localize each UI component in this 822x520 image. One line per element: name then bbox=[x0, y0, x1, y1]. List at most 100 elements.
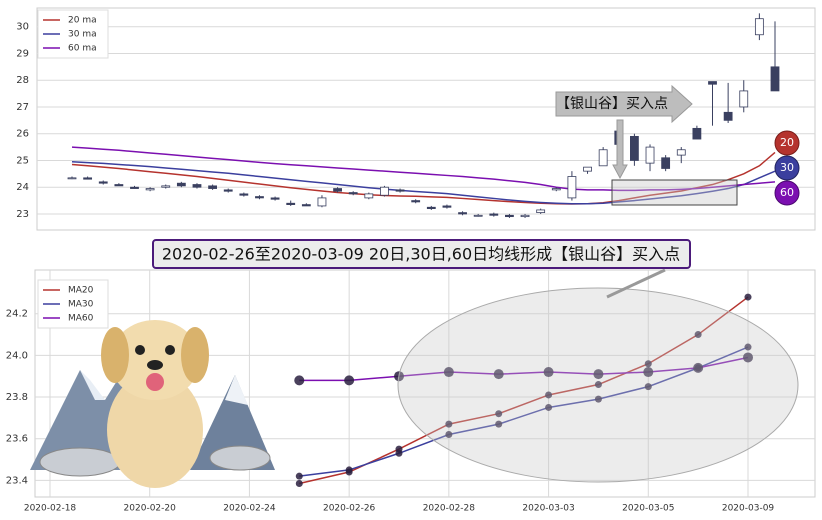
data-point bbox=[545, 403, 553, 411]
data-point bbox=[644, 383, 652, 391]
candle-body bbox=[364, 193, 374, 199]
candle-body bbox=[520, 214, 530, 218]
plot-area-top bbox=[36, 7, 816, 231]
highlight-box bbox=[611, 179, 738, 206]
candle-body bbox=[161, 185, 171, 188]
candle-body bbox=[317, 197, 327, 207]
y-tick-label: 30 bbox=[16, 22, 29, 33]
x-tick-label: 2020-03-05 bbox=[622, 504, 674, 514]
y-tick-label: 28 bbox=[16, 75, 29, 86]
data-point bbox=[543, 367, 554, 378]
badge bbox=[774, 180, 800, 206]
candle-body bbox=[598, 149, 608, 167]
candle-body bbox=[192, 184, 202, 188]
candle-body bbox=[114, 184, 124, 187]
data-point bbox=[593, 369, 604, 380]
down-arrow bbox=[612, 119, 628, 180]
data-point bbox=[594, 381, 602, 389]
candle-body bbox=[426, 206, 436, 210]
legend-label: MA30 bbox=[68, 300, 94, 310]
data-point bbox=[294, 375, 305, 386]
chart-title: 2020-02-26至2020-03-09 20日,30日,60日均线形成【银山… bbox=[162, 245, 680, 264]
y-tick-label: 27 bbox=[16, 102, 29, 113]
data-point bbox=[295, 479, 303, 487]
data-point bbox=[445, 431, 453, 439]
annotation-text: 【银山谷】买入点 bbox=[556, 96, 668, 112]
candle-body bbox=[83, 177, 93, 180]
banner bbox=[152, 239, 691, 269]
candle-body bbox=[395, 189, 405, 192]
legend-label: 60 ma bbox=[68, 44, 97, 54]
data-point bbox=[495, 410, 503, 418]
candle-body bbox=[208, 185, 218, 189]
candle-body bbox=[567, 176, 577, 199]
data-point bbox=[495, 420, 503, 428]
candle-body bbox=[348, 192, 358, 195]
candle-body bbox=[536, 209, 546, 214]
candle-body bbox=[223, 189, 233, 192]
candle-body bbox=[489, 213, 499, 216]
candle-body bbox=[551, 188, 561, 191]
candle-body bbox=[630, 135, 639, 161]
candle-body bbox=[708, 81, 717, 85]
data-point bbox=[344, 375, 355, 386]
candle-body bbox=[583, 166, 592, 172]
ma-line bbox=[299, 346, 749, 477]
annotation-arrow-box bbox=[555, 84, 693, 124]
y-tick-label: 23.4 bbox=[6, 475, 28, 486]
y-tick-label: 24.2 bbox=[6, 309, 28, 320]
data-point bbox=[744, 343, 752, 351]
y-tick-label: 26 bbox=[16, 129, 29, 140]
legend-label: 20 ma bbox=[68, 16, 97, 26]
candle-body bbox=[255, 196, 264, 199]
candle-body bbox=[754, 18, 764, 36]
x-tick-label: 2020-02-26 bbox=[323, 504, 376, 514]
highlight-ellipse bbox=[397, 287, 799, 483]
ma-line bbox=[71, 161, 776, 205]
candle-body bbox=[380, 186, 389, 196]
badge-label: 60 bbox=[780, 186, 794, 199]
ma-line bbox=[299, 356, 749, 382]
candle-body bbox=[333, 188, 342, 192]
data-point bbox=[295, 472, 303, 480]
candle-body bbox=[770, 66, 780, 92]
legend-label: 30 ma bbox=[68, 30, 97, 40]
ma-line bbox=[71, 151, 776, 205]
badge bbox=[774, 155, 800, 181]
x-tick-label: 2020-02-24 bbox=[223, 504, 276, 514]
y-tick-label: 25 bbox=[16, 155, 29, 166]
x-tick-label: 2020-03-09 bbox=[722, 504, 775, 514]
candle-body bbox=[692, 127, 702, 140]
candle-body bbox=[458, 212, 467, 215]
y-tick-label: 29 bbox=[16, 48, 29, 59]
candle-body bbox=[270, 197, 280, 200]
candle-body bbox=[411, 200, 421, 203]
candle-body bbox=[723, 111, 733, 121]
candle-body bbox=[239, 193, 249, 196]
candle-body bbox=[442, 205, 452, 208]
x-tick-label: 2020-02-18 bbox=[24, 504, 77, 514]
dog-illustration bbox=[101, 320, 209, 488]
candle-body bbox=[145, 188, 155, 191]
badge-label: 20 bbox=[780, 136, 794, 149]
candle-body bbox=[676, 149, 686, 156]
candle-body bbox=[301, 204, 311, 207]
y-tick-label: 23.6 bbox=[6, 434, 28, 445]
candle-body bbox=[661, 157, 671, 169]
legend-label: MA20 bbox=[68, 286, 94, 296]
candle-body bbox=[286, 202, 296, 205]
data-point bbox=[644, 360, 652, 368]
data-point bbox=[545, 391, 553, 399]
data-point bbox=[693, 362, 704, 373]
candle-body bbox=[130, 186, 139, 189]
x-tick-label: 2020-02-20 bbox=[124, 504, 177, 514]
data-point bbox=[594, 395, 602, 403]
y-tick-label: 23 bbox=[16, 209, 29, 220]
legend-label: MA60 bbox=[68, 314, 94, 324]
y-tick-label: 23.8 bbox=[6, 392, 28, 403]
candle-body bbox=[176, 182, 186, 187]
pointer-arrow bbox=[606, 268, 666, 299]
y-tick-label: 24 bbox=[16, 182, 29, 193]
y-tick-label: 24.0 bbox=[6, 350, 28, 361]
